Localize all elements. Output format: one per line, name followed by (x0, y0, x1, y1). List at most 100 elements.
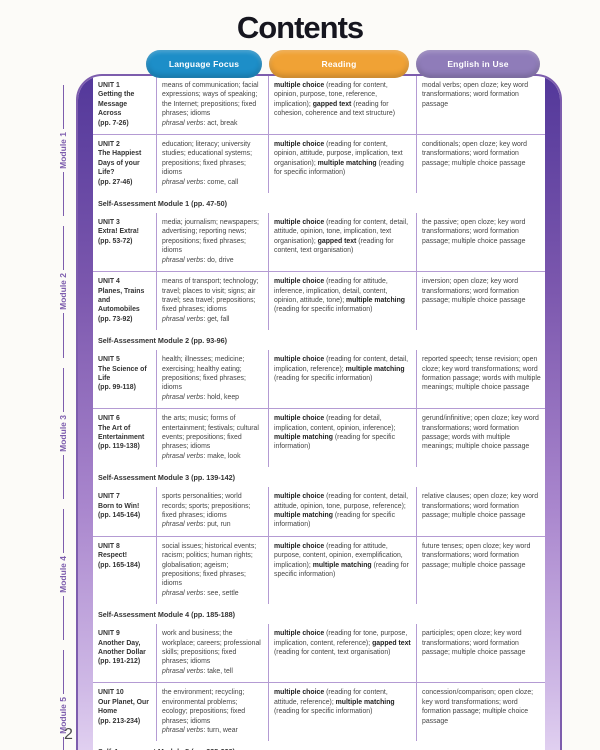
unit-title: Another Day, Another Dollar (98, 639, 146, 657)
reading-task-type: multiple choice (274, 689, 325, 697)
language-focus-text: work and business; the workplace; career… (162, 630, 261, 666)
unit-cell: UNIT 2 The Happiest Days of your Life? (… (93, 135, 157, 194)
table-left-border-bar (78, 76, 93, 750)
page-number: 2 (64, 726, 73, 743)
reading-task-type: multiple choice (274, 356, 325, 364)
unit-row: UNIT 6 The Art of Entertainment (pp. 119… (93, 408, 545, 468)
self-assessment-label: Self-Assessment Module 2 (pp. 93-96) (98, 336, 228, 346)
reading-task-type: multiple matching (274, 512, 333, 519)
column-header-pill: English in Use (416, 50, 540, 78)
language-focus-text: means of transport; technology; travel; … (162, 278, 259, 314)
self-assessment-row: Self-Assessment Module 1 (pp. 47-50) (93, 193, 545, 213)
phrasal-verbs-list: : come, call (203, 178, 239, 186)
module-rail: Module 1 Module 2 Module 3 Module 4 Modu… (50, 50, 76, 750)
reading-cell: multiple choice (reading for content, de… (269, 487, 417, 536)
language-focus-text: health; illnesses; medicine; exercising;… (162, 356, 246, 392)
language-focus-cell: social issues; historical events; racism… (157, 536, 269, 605)
unit-pages: (pp. 53-72) (98, 237, 133, 245)
reading-task-type: multiple matching (345, 365, 405, 373)
reading-detail: (reading for specific information) (274, 374, 373, 382)
reading-detail: (reading for content, detail, attitude, … (274, 219, 409, 245)
phrasal-verbs-list: : do, drive (203, 256, 234, 264)
unit-pages: (pp. 213-234) (98, 717, 141, 725)
reading-task-type: multiple choice (274, 630, 325, 638)
unit-row: UNIT 2 The Happiest Days of your Life? (… (93, 134, 545, 194)
reading-task-type: multiple choice (274, 493, 325, 501)
reading-detail: (reading for tone, purpose, implication,… (274, 630, 408, 647)
language-focus-text: sports personalities; world records; spo… (162, 493, 251, 519)
unit-row: UNIT 5 The Science of Life (pp. 99-118) … (93, 350, 545, 409)
module-segment: Module 3 (50, 363, 76, 504)
column-header-label: English in Use (447, 59, 509, 69)
phrasal-verbs-list: : see, settle (203, 589, 239, 597)
phrasal-verbs-list: : get, fall (203, 315, 230, 323)
contents-table: UNIT 1 Getting the Message Across (pp. 7… (76, 74, 562, 750)
column-header-label: Language Focus (168, 59, 240, 69)
module-rail-line (62, 313, 64, 358)
module-segment: Module 5 (50, 645, 76, 750)
phrasal-verbs-label: phrasal verbs (162, 178, 204, 186)
reading-detail: (reading for cohesion, coherence and tex… (274, 100, 396, 118)
phrasal-verbs-list: : put, run (203, 521, 231, 529)
module-label: Module 3 (58, 414, 68, 452)
reading-cell: multiple choice (reading for content, de… (269, 350, 417, 409)
unit-cell: UNIT 10 Our Planet, Our Home (pp. 213-23… (93, 683, 157, 742)
layout: Module 1 Module 2 Module 3 Module 4 Modu… (0, 50, 600, 750)
reading-detail: (reading for content, text organisation) (274, 649, 391, 657)
unit-cell: UNIT 1 Getting the Message Across (pp. 7… (93, 76, 157, 135)
table-inner: UNIT 1 Getting the Message Across (pp. 7… (93, 76, 545, 750)
unit-cell: UNIT 8 Respect! (pp. 165-184) (93, 536, 157, 605)
language-focus-cell: means of communication; facial expressio… (157, 76, 269, 135)
unit-number: UNIT 2 (98, 141, 120, 149)
reading-detail: (reading for content, opinion, purpose, … (274, 82, 388, 108)
module-rail-line (62, 595, 64, 641)
english-in-use-cell: inversion; open cloze; key word transfor… (422, 278, 526, 304)
reading-task-type: multiple choice (274, 82, 325, 89)
reading-detail: (reading for specific information) (274, 159, 404, 177)
unit-cell: UNIT 4 Planes, Trains and Automobiles (p… (93, 272, 157, 331)
reading-cell: multiple choice (reading for detail, imp… (269, 409, 417, 468)
main-column: Language Focus Reading English in Use UN… (76, 50, 562, 750)
reading-detail: (reading for detail, implication, conten… (274, 415, 396, 432)
unit-title: The Science of Life (98, 365, 147, 382)
column-header-pill: Reading (269, 50, 409, 78)
unit-pages: (pp. 145-164) (98, 512, 141, 519)
language-focus-cell: means of transport; technology; travel; … (157, 272, 269, 331)
reading-cell: multiple choice (reading for attitude, i… (269, 272, 417, 331)
language-focus-text: the environment; recycling; environmenta… (162, 689, 246, 725)
module-label: Module 4 (58, 556, 68, 593)
self-assessment-label: Self-Assessment Module 4 (pp. 185-188) (98, 610, 236, 620)
module-rail-line (62, 508, 64, 554)
language-focus-text: the arts; music; forms of entertainment;… (162, 415, 259, 451)
table-right-border-bar (545, 76, 560, 750)
language-focus-text: education; literacy; university studies;… (162, 141, 253, 177)
reading-detail: (reading for specific information) (274, 433, 396, 451)
reading-detail: (reading for content, attitude, referenc… (274, 689, 388, 706)
unit-row: UNIT 1 Getting the Message Across (pp. 7… (93, 76, 545, 135)
module-label: Module 1 (58, 132, 68, 170)
reading-detail: (reading for specific information) (274, 512, 396, 529)
unit-number: UNIT 9 (98, 630, 120, 638)
module-label: Module 2 (58, 273, 68, 311)
phrasal-verbs-label: phrasal verbs (162, 667, 204, 675)
unit-cell: UNIT 7 Born to Win! (pp. 145-164) (93, 487, 157, 536)
unit-row: UNIT 7 Born to Win! (pp. 145-164) sports… (93, 487, 545, 536)
unit-row: UNIT 4 Planes, Trains and Automobiles (p… (93, 271, 545, 331)
unit-number: UNIT 3 (98, 219, 120, 227)
english-in-use-cell: participles; open cloze; key word transf… (422, 630, 526, 657)
unit-row: UNIT 10 Our Planet, Our Home (pp. 213-23… (93, 682, 545, 742)
reading-task-type: multiple choice (274, 219, 325, 227)
reading-task-type: multiple choice (274, 141, 325, 149)
unit-number: UNIT 5 (98, 356, 120, 364)
phrasal-verbs-list: : make, look (203, 452, 241, 460)
reading-cell: multiple choice (reading for tone, purpo… (269, 624, 417, 683)
reading-cell: multiple choice (reading for content, at… (269, 683, 417, 742)
reading-detail: (reading for content, text organisation) (274, 237, 394, 255)
unit-number: UNIT 1 (98, 82, 120, 89)
reading-cell: multiple choice (reading for content, op… (269, 135, 417, 194)
unit-title: Getting the Message Across (98, 91, 135, 118)
unit-number: UNIT 6 (98, 415, 120, 423)
unit-pages: (pp. 191-212) (98, 658, 141, 666)
table-rows: UNIT 1 Getting the Message Across (pp. 7… (93, 76, 545, 750)
unit-title: The Happiest Days of your Life? (98, 150, 142, 177)
